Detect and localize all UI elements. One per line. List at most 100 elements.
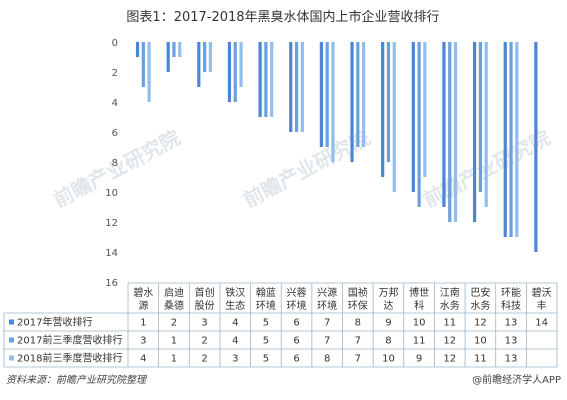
y-tick-label: 12 <box>105 218 118 229</box>
bar-2-1 <box>141 42 145 87</box>
category-label-line2: 环境 <box>287 299 307 312</box>
bar-1-6 <box>289 42 293 132</box>
bar-3-2 <box>178 42 182 57</box>
bar-1-10 <box>411 42 415 192</box>
table-cell: 6 <box>293 354 299 365</box>
table-cell: 7 <box>355 354 361 365</box>
table-cell: 1 <box>171 354 177 365</box>
category-label-line1: 万邦 <box>378 286 398 299</box>
category-label-line1: 兴蓉 <box>287 286 307 299</box>
category-label-line2: 环境 <box>256 299 276 312</box>
table-cell: 11 <box>474 354 487 365</box>
table-cell: 5 <box>263 336 269 347</box>
bar-2-13 <box>509 42 513 237</box>
category-label-line1: 启迪 <box>164 286 184 299</box>
category-label-line2: 达 <box>383 300 393 312</box>
bar-2-7 <box>325 42 329 147</box>
bar-1-3 <box>197 42 201 87</box>
table-cell: 10 <box>474 336 487 347</box>
category-label-line2: 科技 <box>501 299 521 312</box>
bar-3-4 <box>239 42 243 87</box>
table-cell: 14 <box>535 318 548 329</box>
table-cell: 5 <box>263 318 269 329</box>
chart-title: 图表1：2017-2018年黑臭水体国内上市企业营收排行 <box>126 9 439 25</box>
table-cell: 12 <box>443 336 456 347</box>
table-cell: 13 <box>505 336 518 347</box>
category-label-line1: 铁汉 <box>225 286 245 299</box>
bar-2-5 <box>264 42 268 117</box>
category-label-line1: 兴源 <box>317 286 337 299</box>
legend-swatch <box>9 355 14 361</box>
category-label-line2: 科 <box>414 299 424 312</box>
bar-2-8 <box>356 42 360 147</box>
category-label-line1: 江南 <box>440 286 460 299</box>
table-cell: 3 <box>232 354 238 365</box>
data-table: 碧水源启迪桑德首创股份铁汉生态翰蓝环境兴蓉环境兴源环境国祯环保万邦达博世科江南水… <box>3 282 558 368</box>
category-label-line1: 首创 <box>195 286 215 299</box>
bar-3-8 <box>362 42 366 147</box>
bar-1-1 <box>135 42 140 57</box>
bar-3-5 <box>270 42 274 117</box>
watermark-text: 前瞻产业研究院 <box>239 125 374 212</box>
y-tick-label: 2 <box>112 68 118 79</box>
bar-2-3 <box>203 42 207 72</box>
table-cell: 8 <box>324 354 330 365</box>
table-cell: 9 <box>416 354 422 365</box>
y-tick-label: 4 <box>112 98 118 109</box>
source-note: 资料来源：前瞻产业研究院整理 <box>6 374 148 386</box>
legend-label: 2017前三季度营收排行 <box>17 334 122 347</box>
bar-1-11 <box>442 42 446 207</box>
table-cell: 7 <box>355 336 361 347</box>
table-cell: 13 <box>505 318 518 329</box>
legend-label: 2017年营收排行 <box>17 316 92 329</box>
category-label-line1: 巴安 <box>470 286 490 299</box>
y-tick-label: 8 <box>112 158 118 169</box>
category-label-line2: 水务 <box>440 299 460 312</box>
bar-2-11 <box>448 42 452 222</box>
y-tick-label: 16 <box>105 278 118 289</box>
category-label-line2: 水务 <box>470 299 490 312</box>
bar-3-10 <box>423 42 427 177</box>
category-label-line1: 国祯 <box>348 286 368 299</box>
bar-3-12 <box>484 42 488 207</box>
table-cell: 2 <box>171 318 177 329</box>
bar-3-13 <box>515 42 519 237</box>
bar-3-11 <box>453 42 458 222</box>
table-cell: 12 <box>443 354 456 365</box>
bar-1-13 <box>503 42 507 237</box>
legend-label: 2018前三季度营收排行 <box>17 352 122 365</box>
watermarks: 前瞻产业研究院前瞻产业研究院前瞻产业研究院 <box>49 125 554 212</box>
table-cell: 4 <box>140 354 146 365</box>
credit-note: @前瞻经济学人APP <box>472 373 561 386</box>
table-cell: 8 <box>385 336 391 347</box>
legend-swatch <box>9 319 14 325</box>
table-cell: 3 <box>140 336 146 347</box>
bars <box>135 42 538 252</box>
category-label-line1: 博世 <box>409 286 429 299</box>
bar-2-4 <box>233 42 237 102</box>
bar-1-4 <box>227 42 232 102</box>
table-cell: 4 <box>232 318 238 329</box>
bar-2-2 <box>172 42 176 57</box>
table-cell: 1 <box>140 318 146 329</box>
category-label-line1: 翰蓝 <box>256 286 276 299</box>
bar-1-7 <box>319 42 323 147</box>
bar-3-9 <box>392 42 396 192</box>
category-label-line2: 丰 <box>537 299 547 312</box>
table-cell: 7 <box>324 318 330 329</box>
table-cell: 7 <box>324 336 330 347</box>
bar-2-10 <box>417 42 421 207</box>
table-cell: 10 <box>413 318 426 329</box>
category-label-line2: 环境 <box>317 299 337 312</box>
table-cell: 2 <box>201 354 207 365</box>
bar-1-12 <box>472 42 477 222</box>
category-label-line1: 碧沃 <box>532 287 552 299</box>
bar-1-5 <box>258 42 262 117</box>
table-cell: 8 <box>355 318 361 329</box>
bar-3-1 <box>147 42 151 102</box>
category-label-line2: 环保 <box>348 299 368 312</box>
category-label-line2: 股份 <box>195 300 215 312</box>
table-cell: 2 <box>201 336 207 347</box>
